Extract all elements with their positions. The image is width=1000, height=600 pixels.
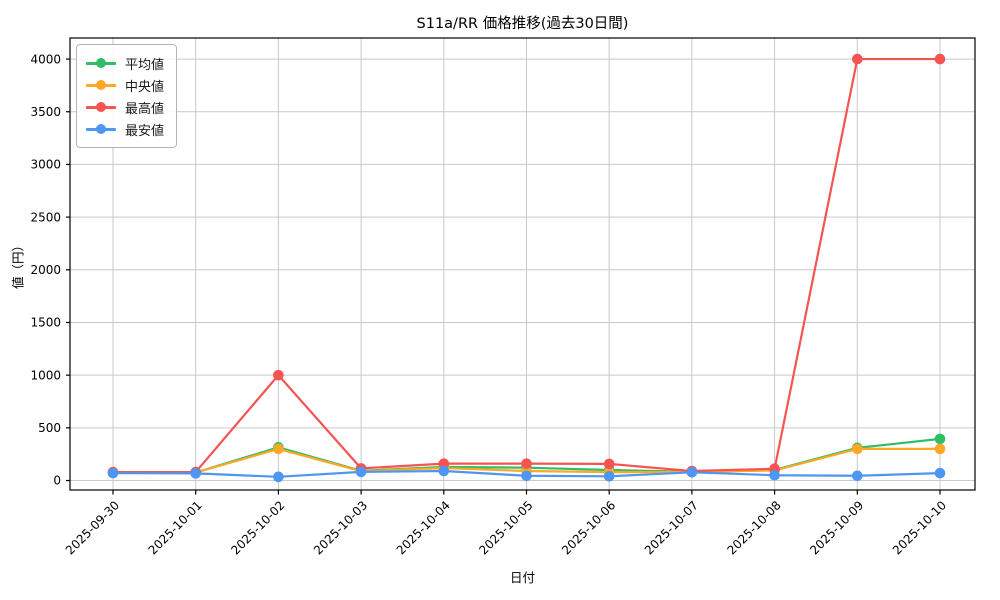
x-tick-label: 2025-10-09 [807,498,866,557]
series-point-median [852,443,863,455]
series-point-max [934,53,946,65]
legend-box: 平均値中央値最高値最安値 [76,44,178,148]
y-axis-label: 値（円） [10,238,26,290]
legend-marker-min-icon [86,123,116,135]
x-tick-label: 2025-10-05 [476,498,535,557]
x-tick-label: 2025-10-07 [642,498,701,557]
series-point-max [438,458,450,469]
series-point-min [273,471,284,483]
legend-marker-max-icon [86,101,116,113]
legend-dot-swatch [96,124,106,134]
y-tick-label: 0 [53,474,61,488]
x-tick-label: 2025-10-04 [394,498,453,557]
legend-dot-swatch [96,80,106,90]
chart-title: S11a/RR 価格推移(過去30日間) [416,16,629,32]
y-tick-label: 1000 [30,368,61,382]
legend-label-min: 最安値 [125,123,165,139]
y-tick-label: 3000 [30,158,61,172]
series-point-max [521,458,532,469]
series-point-min [355,466,367,478]
legend-label-median: 中央値 [125,79,165,95]
y-tick-label: 2000 [30,263,61,277]
series-point-min [603,471,615,482]
series-point-min [107,467,119,479]
series-point-min [769,469,780,481]
legend-item-average: 平均値 [86,52,164,74]
legend-label-average: 平均値 [125,57,165,73]
series-point-min [934,467,946,479]
series-point-max [603,458,615,470]
series-point-min [686,466,698,478]
legend-marker-median-icon [86,79,116,91]
y-tick-label: 500 [38,421,61,435]
legend-marker-average-icon [86,57,116,69]
y-tick-label: 4000 [30,52,61,66]
legend-item-median: 中央値 [86,74,164,96]
series-point-min [521,470,532,482]
legend-item-max: 最高値 [86,96,164,118]
series-point-max [852,53,863,65]
legend-dot-swatch [96,102,106,112]
x-tick-label: 2025-10-08 [725,498,784,557]
x-axis-label: 日付 [509,570,535,585]
x-tick-label: 2025-10-03 [311,498,370,557]
x-tick-label: 2025-10-01 [146,498,205,557]
series-point-max [273,369,284,381]
x-tick-label: 2025-10-06 [559,498,618,557]
series-point-median [273,443,284,455]
y-tick-label: 2500 [30,210,61,224]
series-point-median [934,443,946,455]
series-point-min [438,465,450,477]
series-point-average [934,433,946,445]
series-point-min [190,468,201,479]
y-tick-label: 1500 [30,316,61,330]
x-tick-label: 2025-10-10 [890,498,949,557]
series-point-min [852,470,863,482]
plot-border [69,37,976,491]
legend-dot-swatch [96,58,106,68]
legend-label-max: 最高値 [125,101,165,117]
y-tick-label: 3500 [30,105,61,119]
legend-item-min: 最安値 [86,118,164,140]
x-tick-label: 2025-10-02 [228,498,287,557]
x-tick-label: 2025-09-30 [63,498,122,557]
